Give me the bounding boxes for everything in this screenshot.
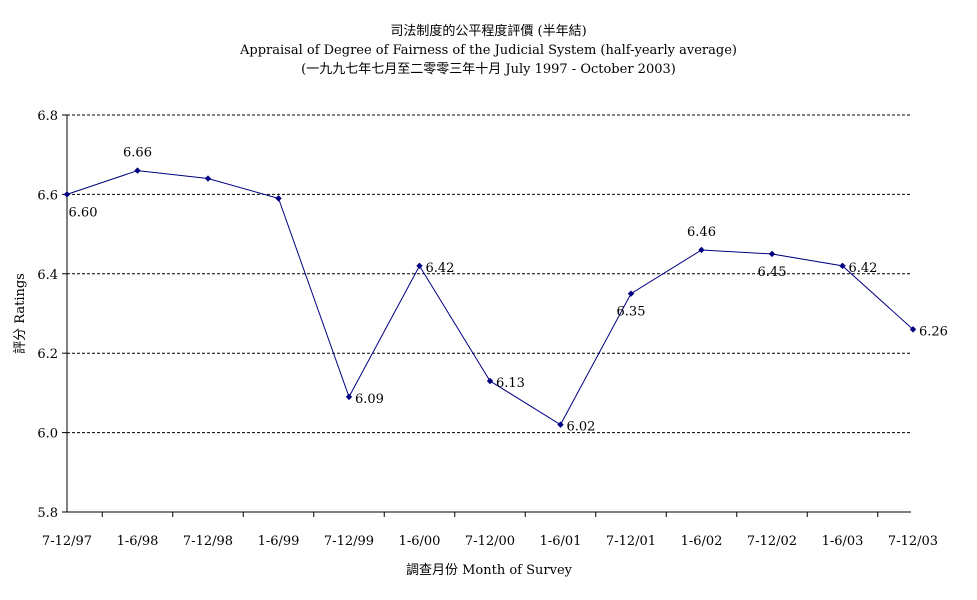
x-tick-label: 1-6/98 xyxy=(117,534,159,549)
x-tick-label: 1-6/00 xyxy=(399,534,441,549)
series-line xyxy=(66,170,914,426)
x-tick-label: 1-6/02 xyxy=(681,534,723,549)
data-point xyxy=(557,421,564,428)
series xyxy=(63,167,917,428)
x-tick-label: 7-12/97 xyxy=(42,534,92,549)
data-point xyxy=(627,290,635,297)
x-tick-label: 1-6/01 xyxy=(540,534,582,549)
y-tick-label: 6.0 xyxy=(37,427,58,442)
y-axis-title: 評分 Ratings xyxy=(13,273,28,354)
chart-subtitle: Appraisal of Degree of Fairness of the J… xyxy=(240,43,737,58)
data-label: 6.13 xyxy=(496,376,525,391)
x-axis-title: 調查月份 Month of Survey xyxy=(406,563,573,578)
y-tick-label: 5.8 xyxy=(37,506,58,521)
chart-title: 司法制度的公平程度評價 (半年結) xyxy=(390,24,587,39)
y-tick-label: 6.8 xyxy=(37,109,58,124)
data-label: 6.02 xyxy=(567,420,596,435)
data-point xyxy=(839,262,846,270)
gridlines xyxy=(67,114,911,434)
y-tick-label: 6.4 xyxy=(37,268,58,283)
y-tick-label: 6.2 xyxy=(37,347,58,362)
data-point xyxy=(486,377,494,385)
x-tick-label: 7-12/99 xyxy=(324,534,374,549)
data-label: 6.45 xyxy=(758,265,787,280)
data-point xyxy=(345,393,353,401)
data-point xyxy=(204,175,212,182)
data-point xyxy=(416,262,423,270)
x-tick-labels: 7-12/97 1-6/98 7-12/98 1-6/99 7-12/99 1-6/00 7… xyxy=(42,534,938,549)
data-point xyxy=(63,191,71,198)
chart-period: (一九九七年七月至二零零三年十月 July 1997 - October 200… xyxy=(301,62,676,77)
data-point xyxy=(698,246,705,254)
data-labels: 6.60 6.66 6.09 6.42 6.13 6.02 6.35 6.46 6.45 6.42… xyxy=(69,146,948,435)
data-label: 6.09 xyxy=(355,392,384,407)
data-label: 6.60 xyxy=(69,205,98,220)
x-tick-label: 7-12/98 xyxy=(183,534,233,549)
x-tick-label: 7-12/02 xyxy=(747,534,797,549)
data-point xyxy=(275,195,282,202)
data-label: 6.35 xyxy=(617,305,646,320)
axes xyxy=(62,114,911,517)
x-tick-label: 1-6/03 xyxy=(822,534,864,549)
x-tick-label: 7-12/03 xyxy=(888,534,938,549)
data-label: 6.42 xyxy=(849,261,878,276)
data-label: 6.42 xyxy=(426,261,455,276)
y-tick-labels: 5.8 6.0 6.2 6.4 6.6 6.8 xyxy=(37,109,58,521)
y-tick-label: 6.6 xyxy=(37,188,58,203)
data-point xyxy=(768,250,776,258)
data-point xyxy=(134,167,141,174)
data-point xyxy=(909,326,917,333)
data-label: 6.26 xyxy=(919,324,948,339)
x-tick-label: 7-12/01 xyxy=(606,534,656,549)
data-label: 6.66 xyxy=(123,146,152,161)
data-label: 6.46 xyxy=(687,225,716,240)
chart-titles: 司法制度的公平程度評價 (半年結) Appraisal of Degree of… xyxy=(0,22,977,79)
x-tick-label: 7-12/00 xyxy=(465,534,515,549)
x-tick-label: 1-6/99 xyxy=(258,534,300,549)
